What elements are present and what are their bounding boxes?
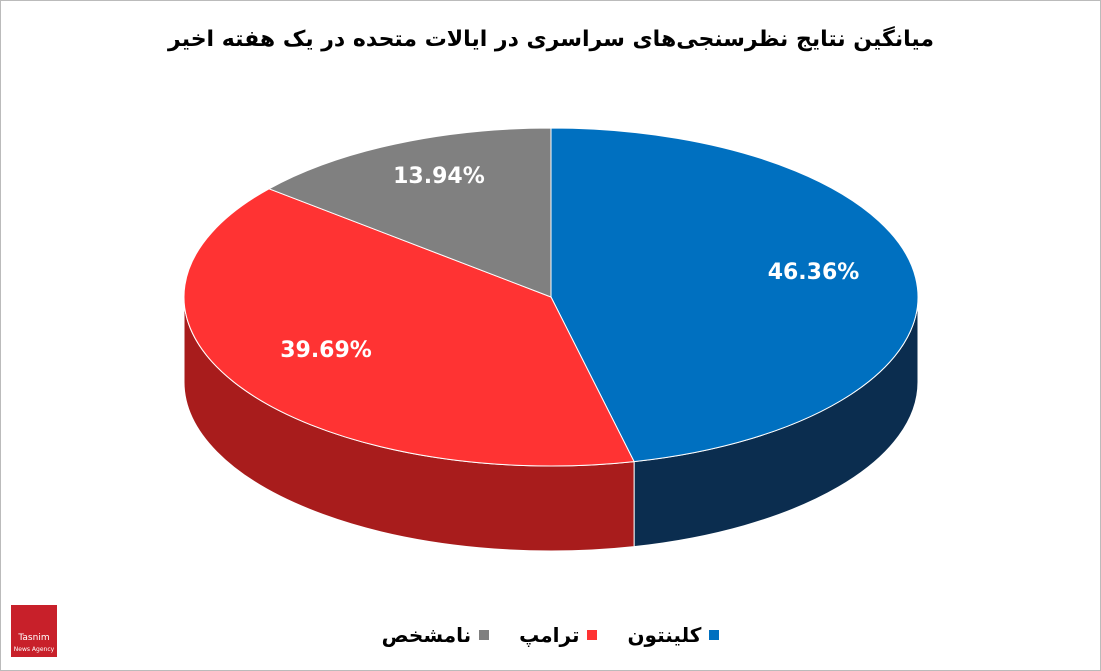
legend-item: کلینتون — [627, 623, 720, 647]
legend-label: ترامپ — [519, 623, 580, 647]
legend-item: ترامپ — [519, 623, 598, 647]
legend-label: نامشخص — [381, 623, 472, 647]
legend-label: کلینتون — [627, 623, 702, 647]
data-label: 13.94% — [393, 164, 485, 189]
slice — [267, 127, 552, 298]
logo: Tasnim News Agency — [11, 605, 57, 657]
data-label: 46.36% — [768, 260, 860, 285]
legend-swatch — [709, 630, 720, 640]
slice — [183, 188, 635, 467]
legend-swatch — [479, 630, 490, 640]
logo-subtitle: News Agency — [13, 646, 55, 653]
legend-item: نامشخص — [381, 623, 490, 647]
slice — [550, 127, 919, 463]
data-label: 39.69% — [280, 338, 372, 363]
chart-title: میانگین نتایج نظرسنجی‌های سراسری در ایال… — [167, 25, 934, 52]
legend: کلینتون ترامپ نامشخص — [1, 623, 1100, 647]
logo-name: Tasnim — [18, 633, 50, 643]
legend-swatch — [587, 630, 598, 640]
